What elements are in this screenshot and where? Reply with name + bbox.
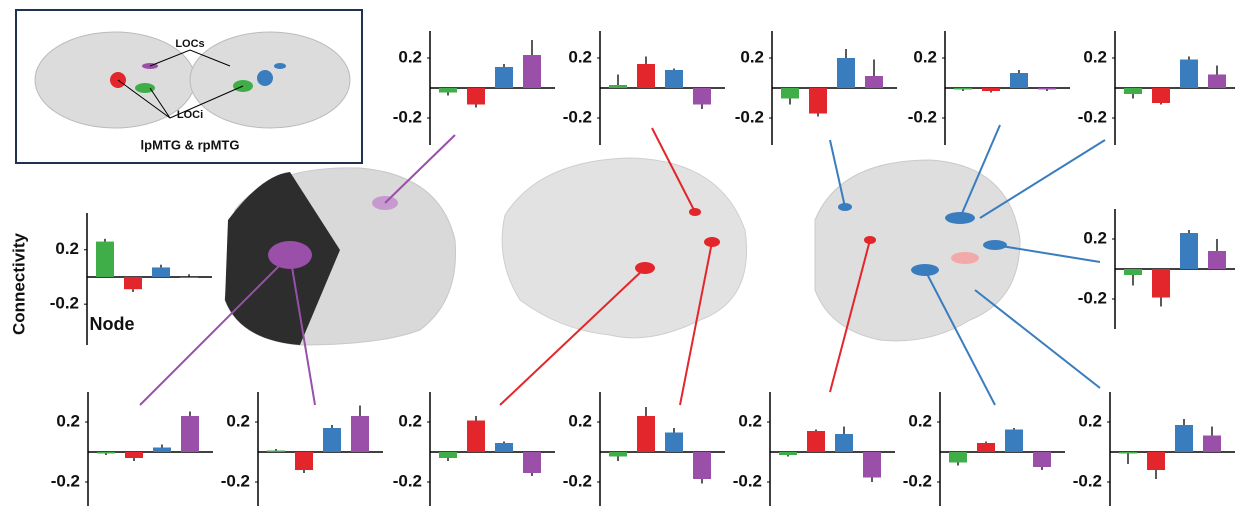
y-tick-label: -0.2 bbox=[50, 294, 79, 313]
bar bbox=[323, 428, 341, 452]
bar bbox=[1203, 436, 1221, 453]
bar bbox=[949, 452, 967, 463]
bar bbox=[153, 448, 171, 453]
bar bbox=[982, 88, 1000, 91]
y-tick-label: -0.2 bbox=[393, 107, 422, 126]
bar bbox=[1152, 88, 1170, 103]
bar bbox=[637, 64, 655, 88]
bar bbox=[1208, 251, 1226, 269]
bar bbox=[124, 277, 142, 289]
inset-label: LOCi bbox=[177, 109, 203, 121]
bar bbox=[523, 452, 541, 473]
bar bbox=[439, 88, 457, 93]
bar bbox=[609, 452, 627, 457]
bar bbox=[1119, 452, 1137, 454]
y-tick-label: -0.2 bbox=[393, 471, 422, 490]
bar bbox=[693, 88, 711, 105]
bar bbox=[665, 70, 683, 88]
y-tick-label: -0.2 bbox=[1073, 471, 1102, 490]
y-tick-label: 0.2 bbox=[1078, 411, 1102, 430]
bar bbox=[863, 452, 881, 478]
bar bbox=[1208, 75, 1226, 89]
y-tick-label: -0.2 bbox=[1078, 107, 1107, 126]
y-tick-label: 0.2 bbox=[740, 47, 764, 66]
bar bbox=[837, 58, 855, 88]
bar bbox=[495, 443, 513, 452]
inset-label: lpMTG & rpMTG bbox=[141, 137, 240, 152]
bar bbox=[295, 452, 313, 470]
y-tick-label: 0.2 bbox=[56, 411, 80, 430]
y-tick-label: 0.2 bbox=[398, 47, 422, 66]
bar bbox=[809, 88, 827, 114]
bar bbox=[1124, 269, 1142, 275]
bar bbox=[1033, 452, 1051, 467]
bar bbox=[1180, 233, 1198, 269]
y-tick-label: 0.2 bbox=[398, 411, 422, 430]
bar bbox=[495, 67, 513, 88]
y-tick-label: -0.2 bbox=[903, 471, 932, 490]
bar bbox=[96, 242, 114, 277]
bar bbox=[865, 76, 883, 88]
bar bbox=[954, 88, 972, 90]
bar bbox=[779, 452, 797, 455]
bar bbox=[1005, 430, 1023, 453]
y-tick-label: 0.2 bbox=[568, 411, 592, 430]
y-tick-label: -0.2 bbox=[908, 107, 937, 126]
bar bbox=[267, 451, 285, 453]
bar bbox=[439, 452, 457, 458]
bar bbox=[637, 416, 655, 452]
y-tick-label: 0.2 bbox=[226, 411, 250, 430]
y-tick-label: 0.2 bbox=[55, 239, 79, 258]
bar bbox=[1180, 60, 1198, 89]
bar bbox=[807, 431, 825, 452]
y-tick-label: -0.2 bbox=[51, 471, 80, 490]
bar bbox=[665, 433, 683, 453]
bar bbox=[351, 416, 369, 452]
y-tick-label: -0.2 bbox=[221, 471, 250, 490]
bar bbox=[781, 88, 799, 99]
y-tick-label: 0.2 bbox=[738, 411, 762, 430]
y-tick-label: 0.2 bbox=[568, 47, 592, 66]
bar bbox=[467, 88, 485, 105]
y-tick-label: 0.2 bbox=[1083, 47, 1107, 66]
brain-images bbox=[225, 158, 1020, 345]
y-tick-label: 0.2 bbox=[913, 47, 937, 66]
bar bbox=[835, 434, 853, 452]
bar bbox=[125, 452, 143, 458]
y-tick-label: -0.2 bbox=[733, 471, 762, 490]
bar bbox=[523, 55, 541, 88]
y-axis-label: Connectivity bbox=[9, 232, 28, 335]
bar bbox=[693, 452, 711, 479]
bar bbox=[1124, 88, 1142, 94]
inset-label: LOCs bbox=[175, 38, 204, 50]
bar bbox=[181, 416, 199, 452]
inset: LOCs LOCi lpMTG & rpMTG bbox=[16, 10, 362, 163]
bar bbox=[180, 277, 198, 278]
bar bbox=[467, 421, 485, 453]
y-tick-label: -0.2 bbox=[563, 107, 592, 126]
y-tick-label: 0.2 bbox=[1083, 228, 1107, 247]
bar bbox=[1147, 452, 1165, 470]
y-tick-label: -0.2 bbox=[1078, 288, 1107, 307]
y-tick-label: -0.2 bbox=[735, 107, 764, 126]
figure: LOCs LOCi lpMTG & rpMTG 0.2 -0.2 Connectiv… bbox=[0, 0, 1235, 507]
bar bbox=[1038, 88, 1056, 90]
y-tick-label: 0.2 bbox=[908, 411, 932, 430]
bar bbox=[1152, 269, 1170, 298]
bar bbox=[977, 443, 995, 452]
bar bbox=[97, 452, 115, 454]
bar bbox=[1010, 73, 1028, 88]
bar bbox=[609, 85, 627, 88]
y-tick-label: -0.2 bbox=[563, 471, 592, 490]
bar bbox=[152, 267, 170, 277]
bar bbox=[1175, 425, 1193, 452]
x-axis-label: Node bbox=[90, 314, 135, 334]
